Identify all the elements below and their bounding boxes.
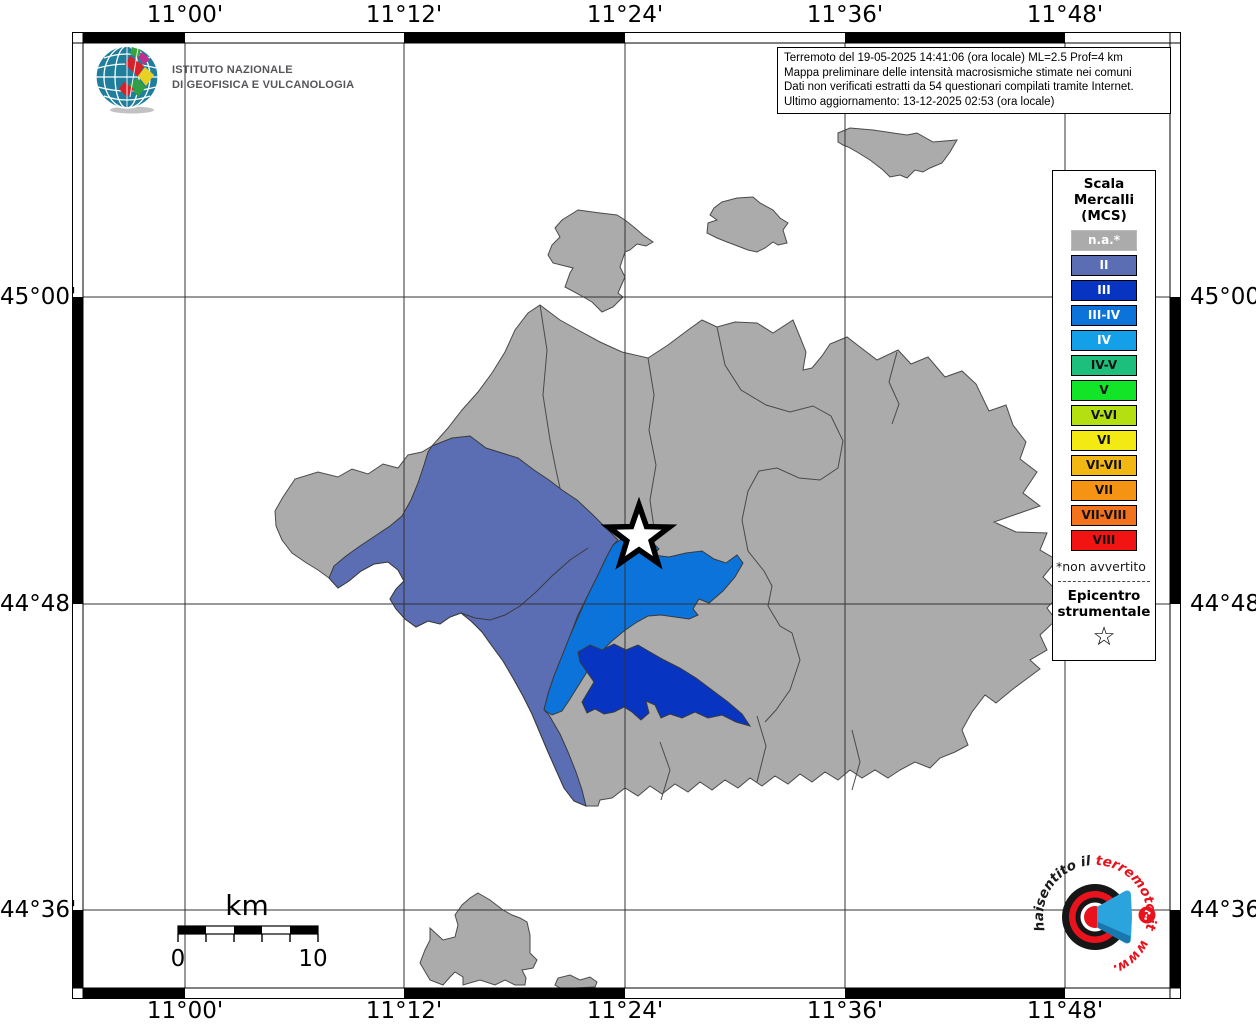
legend-swatch-VIII: VIII xyxy=(1071,530,1137,551)
legend: Scala Mercalli (MCS) n.a.* II III III-IV IV I… xyxy=(1052,170,1156,661)
svg-text:www.: www. xyxy=(1110,937,1152,977)
legend-epicenter-star-icon: ☆ xyxy=(1092,622,1116,652)
legend-swatch-VII-VIII: VII-VIII xyxy=(1071,505,1137,526)
question-badge xyxy=(1138,906,1156,924)
scale-bar-start: 0 xyxy=(171,946,186,972)
axis-label-left-2: 44°36' xyxy=(0,897,77,923)
event-info-line2: Mappa preliminare delle intensità macros… xyxy=(784,66,1132,79)
legend-swatch-IV-V: IV-V xyxy=(1071,355,1137,376)
region-intensity-III xyxy=(577,643,752,727)
legend-swatch-II: II xyxy=(1071,255,1137,276)
axis-label-left-1: 44°48' xyxy=(0,591,77,617)
legend-swatch-VI: VI xyxy=(1071,430,1137,451)
legend-footnote: *non avvertito xyxy=(1056,559,1146,574)
epicenter-star-icon xyxy=(600,496,678,570)
axis-label-top-3: 11°36' xyxy=(806,2,884,28)
legend-swatch-III-IV: III-IV xyxy=(1071,305,1137,326)
axis-label-bottom-0: 11°00' xyxy=(146,998,224,1024)
ingv-globe-logo-icon xyxy=(95,45,159,114)
event-info-line3: Dati non verificati estratti da 54 quest… xyxy=(784,81,1134,94)
watermark-text-il: il xyxy=(1079,853,1092,870)
question-mark: ? xyxy=(1141,908,1152,924)
event-info-line1: Terremoto del 19-05-2025 14:41:06 (ora l… xyxy=(784,52,1123,64)
region-intensity-III-IV xyxy=(543,532,744,716)
legend-swatch-V: V xyxy=(1071,380,1137,401)
scale-bar: km 0 10 xyxy=(171,889,328,972)
axis-label-bottom-1: 11°12' xyxy=(365,998,443,1024)
legend-epicenter-line2: strumentale xyxy=(1057,604,1151,620)
legend-swatch-III: III xyxy=(1071,280,1137,301)
legend-swatch-VII: VII xyxy=(1071,480,1137,501)
legend-swatch-n.a.*: n.a.* xyxy=(1071,230,1137,251)
legend-swatch-VI-VII: VI-VII xyxy=(1071,455,1137,476)
legend-epicenter-line1: Epicentro xyxy=(1067,588,1141,604)
legend-title-line1: Scala xyxy=(1083,176,1125,192)
scale-bar-unit: km xyxy=(225,889,269,922)
legend-swatch-V-VI: V-VI xyxy=(1071,405,1137,426)
axis-label-right-2: 44°36' xyxy=(1190,897,1256,923)
axis-label-bottom-2: 11°24' xyxy=(586,998,664,1024)
axis-label-top-1: 11°12' xyxy=(365,2,443,28)
legend-title-line2: Mercalli xyxy=(1073,192,1135,208)
legend-items: n.a.* II III III-IV IV IV-V V V-VI VI VI-VII VII VI… xyxy=(1053,230,1155,551)
haisentito-logo: ? haisentito il terremoto.it www. xyxy=(1031,853,1159,977)
legend-title-line3: (MCS) xyxy=(1081,208,1127,224)
ingv-line2: DI GEOFISICA E VULCANOLOGIA xyxy=(172,78,355,91)
event-info-line4: Ultimo aggiornamento: 13-12-2025 02:53 (… xyxy=(784,95,1055,108)
axis-label-top-4: 11°48' xyxy=(1026,2,1104,28)
axis-label-top-0: 11°00' xyxy=(146,2,224,28)
island-south-large xyxy=(419,892,538,986)
ingv-line1: ISTITUTO NAZIONALE xyxy=(172,64,293,76)
axis-label-bottom-4: 11°48' xyxy=(1026,998,1104,1024)
axis-label-top-2: 11°24' xyxy=(586,2,664,28)
island-north-middle xyxy=(706,196,789,253)
axis-label-left-0: 45°00' xyxy=(0,284,77,310)
ingv-wordmark: ISTITUTO NAZIONALE DI GEOFISICA E VULCAN… xyxy=(172,63,354,92)
watermark-text-www: www. xyxy=(1110,937,1152,977)
axis-label-right-1: 44°48' xyxy=(1190,591,1256,617)
legend-divider xyxy=(1058,581,1150,582)
scale-bar-end: 10 xyxy=(298,946,327,972)
axis-label-bottom-3: 11°36' xyxy=(806,998,884,1024)
axis-label-right-0: 45°00' xyxy=(1190,284,1256,310)
map-frame xyxy=(72,32,1181,999)
region-intensity-II xyxy=(328,435,619,807)
island-south-small xyxy=(554,974,598,988)
island-north-east xyxy=(837,127,958,179)
region-intensity-II-divider xyxy=(460,547,589,621)
legend-swatch-IV: IV xyxy=(1071,330,1137,351)
event-info-box: Terremoto del 19-05-2025 14:41:06 (ora l… xyxy=(777,47,1171,115)
